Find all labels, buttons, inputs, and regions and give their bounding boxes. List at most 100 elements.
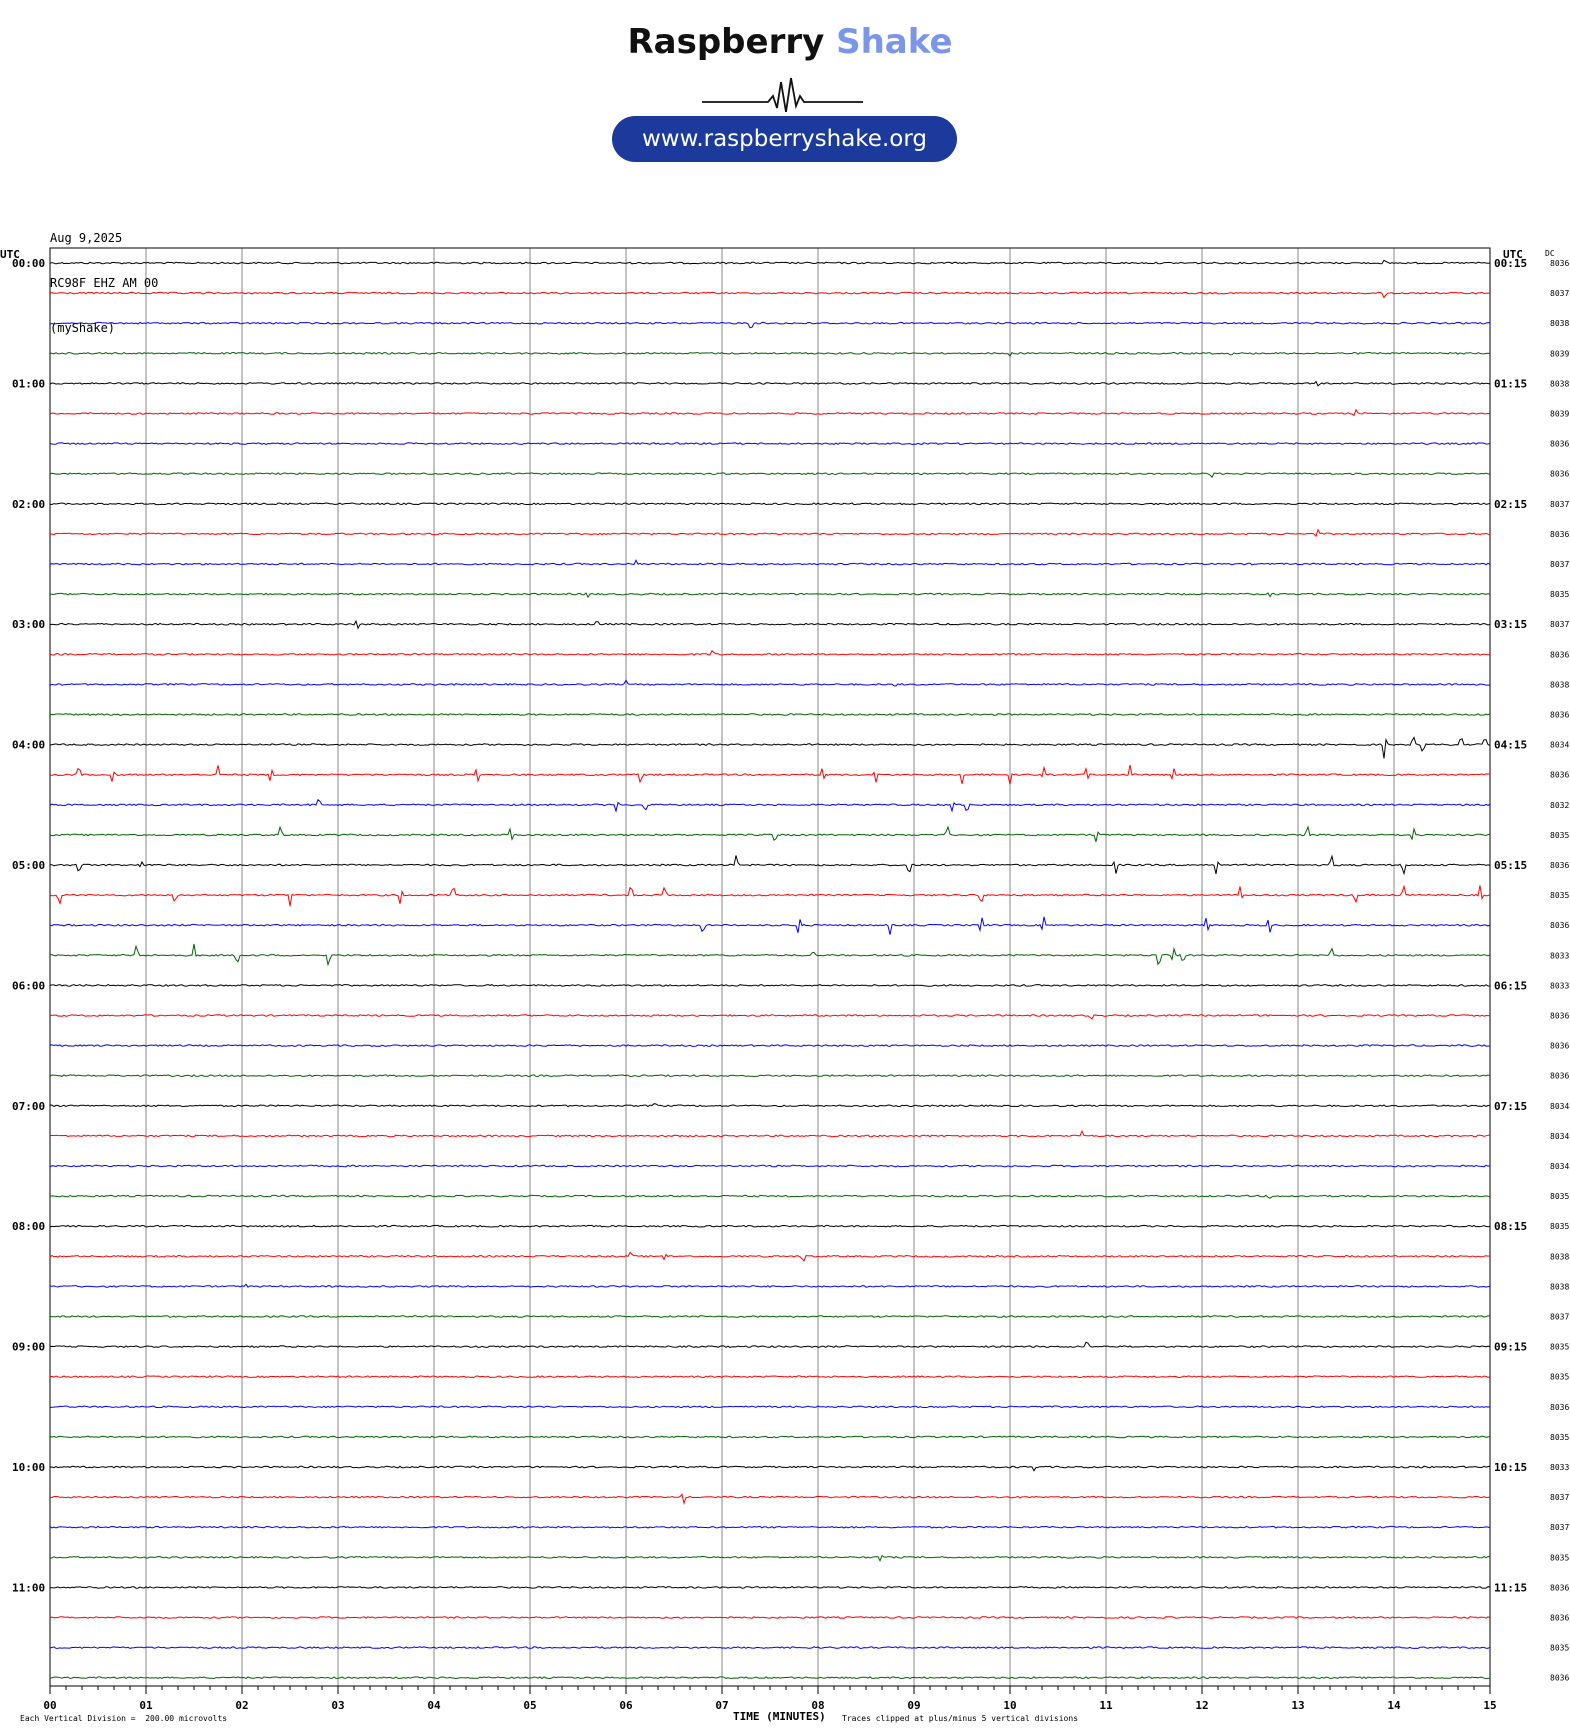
dc-value: 8038 (1550, 1252, 1569, 1261)
x-tick-label: 06 (619, 1699, 633, 1712)
dc-value: 8036 (1550, 1072, 1569, 1081)
left-hour-label: 10:00 (12, 1461, 45, 1474)
dc-value: 8037 (1550, 1313, 1569, 1322)
dc-value: 8036 (1550, 470, 1569, 479)
dc-value: 8036 (1550, 1403, 1569, 1412)
minute-gridlines (145, 248, 1395, 1686)
axis-labels: 00 01 02 03 04 05 06 07 08 09 10 11 12 13 14 15 8036 8037… (12, 257, 1569, 1712)
trace-line (49, 1074, 1491, 1078)
trace-line (50, 713, 1491, 716)
website-link[interactable]: www.raspberryshake.org (612, 116, 957, 162)
x-tick-label: 12 (1195, 1699, 1208, 1712)
left-hour-label: 09:00 (12, 1341, 45, 1354)
clip-note: Traces clipped at plus/minus 5 vertical … (842, 1714, 1078, 1723)
right-utc-label: UTC (1503, 248, 1523, 261)
dc-value: 8038 (1550, 680, 1569, 689)
dc-value: 8036 (1550, 1012, 1569, 1021)
trace-line (49, 679, 1490, 687)
right-hour-label: 10:15 (1494, 1461, 1527, 1474)
trace-line (49, 321, 1491, 329)
right-hour-label: 01:15 (1494, 377, 1527, 390)
raspberry-shake-logo: Raspberry Shake www.raspberryshake.org (600, 20, 980, 170)
left-hour-label: 05:00 (12, 859, 45, 872)
trace-line (49, 442, 1491, 446)
trace-line (49, 798, 1491, 813)
dc-value: 8036 (1550, 530, 1569, 539)
trace-line (49, 1465, 1491, 1472)
trace-line (49, 408, 1491, 417)
scale-note: Each Vertical Division = 200.00 microvol… (20, 1714, 227, 1723)
trace-line (49, 1646, 1491, 1650)
dc-value: 8036 (1550, 1614, 1569, 1623)
dc-value: 8038 (1550, 379, 1569, 388)
seismogram-wave-icon (702, 77, 863, 112)
left-hour-label: 03:00 (12, 618, 45, 631)
trace-line (50, 1586, 1491, 1589)
x-tick-label: 09 (907, 1699, 920, 1712)
x-tick-label: 08 (811, 1699, 824, 1712)
right-hour-label: 04:15 (1494, 739, 1527, 752)
dc-value: 8037 (1550, 620, 1569, 629)
left-utc-label: UTC (0, 248, 20, 261)
trace-line (49, 528, 1491, 538)
trace-line (49, 1129, 1491, 1138)
dc-value: 8035 (1550, 590, 1569, 599)
dc-value: 8035 (1550, 1192, 1569, 1201)
left-hour-label: 00:00 (12, 257, 45, 270)
dc-value: 8036 (1550, 1674, 1569, 1683)
trace-line (49, 472, 1491, 478)
right-hour-label: 11:15 (1494, 1581, 1527, 1594)
x-tick-label: 10 (1003, 1699, 1016, 1712)
dc-value: 8036 (1550, 259, 1569, 268)
x-tick-label: 03 (331, 1699, 344, 1712)
dc-value: 8033 (1550, 951, 1569, 960)
trace-line (49, 380, 1491, 387)
trace-line (49, 1616, 1491, 1619)
trace-line (49, 649, 1491, 656)
trace-line (49, 1283, 1490, 1288)
trace-line (49, 1224, 1491, 1228)
dc-value: 8036 (1550, 1583, 1569, 1592)
dc-value: 8035 (1550, 891, 1569, 900)
trace-line (49, 351, 1491, 357)
trace-line (49, 259, 1491, 265)
left-hour-label: 02:00 (12, 498, 45, 511)
dc-value: 8039 (1550, 410, 1569, 419)
dc-value: 8037 (1550, 560, 1569, 569)
right-hour-label: 02:15 (1494, 498, 1527, 511)
trace-line (49, 983, 1490, 987)
trace-line (50, 1493, 1491, 1505)
x-tick-label: 01 (139, 1699, 153, 1712)
trace-line (49, 943, 1491, 967)
trace-line (49, 502, 1491, 506)
trace-line (49, 1676, 1491, 1680)
trace-line (49, 291, 1491, 299)
x-tick-label: 07 (715, 1699, 728, 1712)
x-tick-label: 13 (1291, 1699, 1304, 1712)
trace-line (49, 1164, 1491, 1168)
dc-value: 8035 (1550, 831, 1569, 840)
x-tick-label: 05 (523, 1699, 536, 1712)
dc-value: 8036 (1550, 1042, 1569, 1051)
dc-value: 8035 (1550, 1222, 1569, 1231)
x-tick-label: 14 (1387, 1699, 1401, 1712)
trace-line (49, 1251, 1491, 1262)
right-hour-label: 09:15 (1494, 1341, 1527, 1354)
right-hour-label: 06:15 (1494, 979, 1527, 992)
x-tick-label: 11 (1099, 1699, 1113, 1712)
brand-word-raspberry: Raspberry (627, 22, 825, 62)
plot-frame (49, 247, 1491, 1687)
x-tick-label: 04 (427, 1699, 441, 1712)
trace-line (49, 854, 1491, 876)
trace-line (49, 1525, 1491, 1529)
dc-value: 8037 (1550, 1523, 1569, 1532)
dc-value: 8036 (1550, 650, 1569, 659)
seismogram-traces (49, 259, 1491, 1680)
x-axis-title: TIME (MINUTES) (733, 1710, 826, 1723)
left-hour-label: 01:00 (12, 377, 45, 390)
trace-line (49, 736, 1491, 759)
x-tick-label: 02 (235, 1699, 248, 1712)
trace-line (49, 884, 1491, 907)
dc-value: 8033 (1550, 1463, 1569, 1472)
